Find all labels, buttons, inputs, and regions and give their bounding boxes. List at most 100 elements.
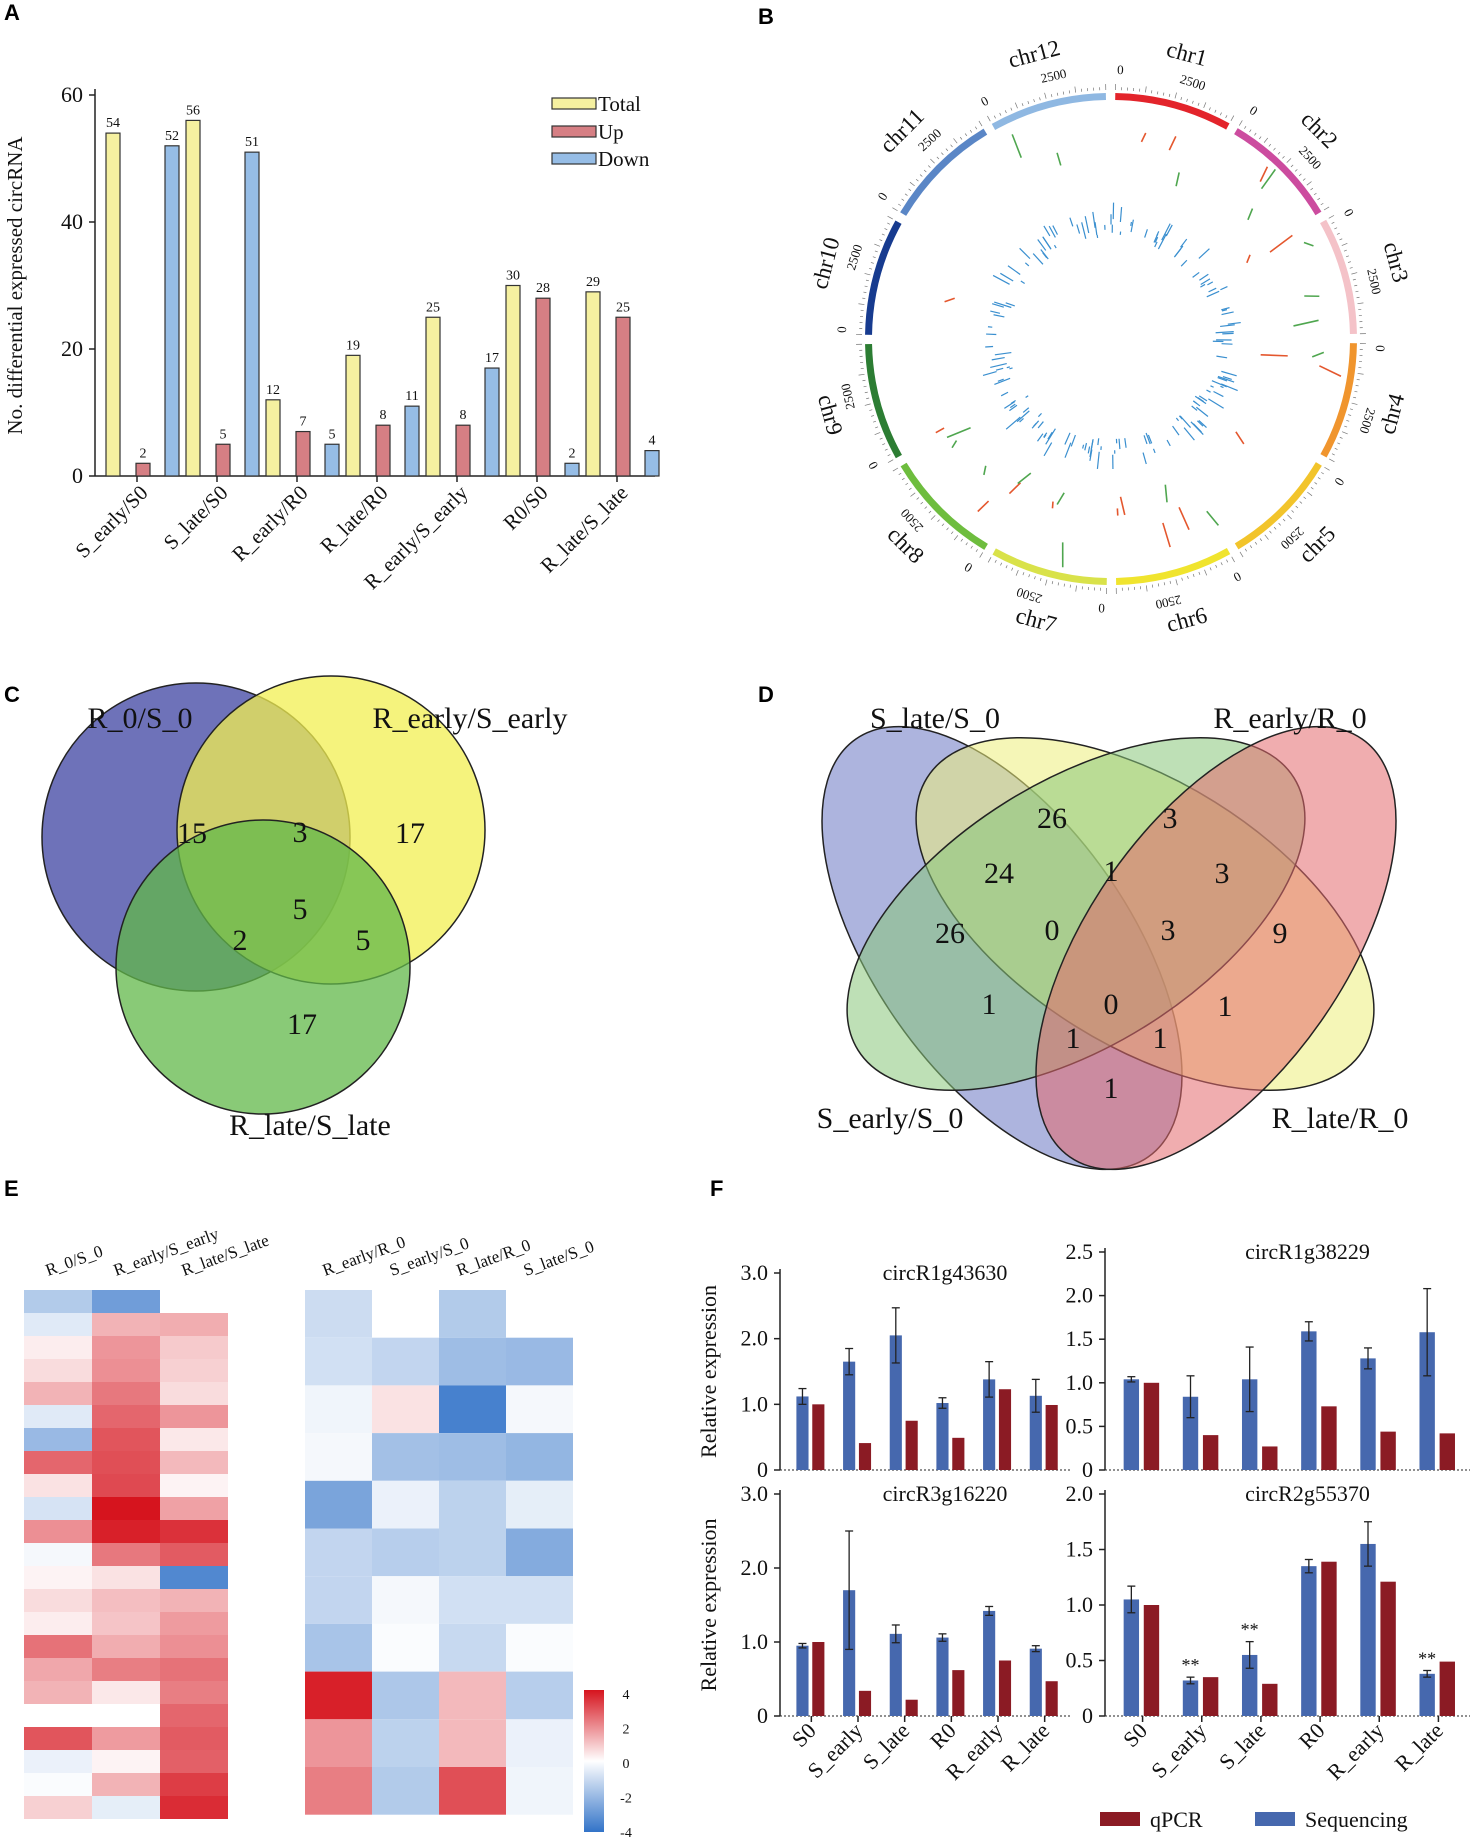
f-bar-sequencing bbox=[1301, 1331, 1317, 1470]
b-tick bbox=[1230, 115, 1235, 121]
e-right-heatmap-cell bbox=[506, 1623, 573, 1672]
e-left-heatmap-cell bbox=[92, 1681, 160, 1704]
f-y-tick-label: 0 bbox=[1082, 1703, 1093, 1728]
c-venn-set bbox=[115, 819, 411, 1115]
b-tick bbox=[964, 133, 968, 137]
b-tick bbox=[1324, 466, 1330, 471]
b-inner-mark bbox=[1037, 239, 1047, 251]
e-left-heatmap-cell bbox=[160, 1635, 228, 1658]
f-legend-swatch-sequencing bbox=[1255, 1812, 1295, 1826]
b-tick bbox=[950, 144, 953, 148]
b-tick bbox=[1334, 447, 1338, 450]
f-bar-qpcr bbox=[1439, 1433, 1455, 1470]
f-bar-qpcr bbox=[952, 1437, 965, 1470]
f-bar-qpcr bbox=[1321, 1406, 1337, 1470]
b-tick bbox=[1269, 530, 1272, 534]
b-tick bbox=[945, 148, 949, 152]
b-tick bbox=[869, 409, 873, 411]
e-right-heatmap-cell bbox=[439, 1719, 506, 1767]
b-inner-mark bbox=[1070, 434, 1076, 447]
e-left-heatmap-cell bbox=[24, 1635, 92, 1658]
e-right-heatmap-cell bbox=[506, 1337, 573, 1386]
b-tick bbox=[1022, 572, 1025, 576]
b-inner-mark bbox=[1198, 420, 1207, 429]
d-venn-region-count: 26 bbox=[1037, 802, 1067, 835]
b-inner-mark bbox=[1213, 390, 1224, 398]
b-tick bbox=[1039, 97, 1041, 101]
e-left-heatmap-cell bbox=[24, 1313, 92, 1336]
b-tick bbox=[1157, 583, 1160, 587]
e-left-heatmap-cell bbox=[160, 1313, 228, 1336]
f-y-tick-label: 1.5 bbox=[1066, 1537, 1094, 1562]
f-x-tick-label: R0 bbox=[1294, 1718, 1330, 1754]
b-inner-mark bbox=[1161, 223, 1171, 241]
e-left-heatmap-cell bbox=[92, 1796, 160, 1819]
b-tick bbox=[941, 523, 945, 527]
b-inner-mark bbox=[1154, 241, 1158, 248]
a-bar-value: 8 bbox=[460, 408, 467, 423]
b-chromosome-arc bbox=[1320, 219, 1357, 334]
a-y-tick-label: 40 bbox=[61, 209, 83, 234]
b-inner-mark bbox=[1190, 421, 1204, 435]
b-tick bbox=[1259, 136, 1262, 140]
b-inner-mark bbox=[1024, 262, 1030, 267]
f-bar-sequencing bbox=[1123, 1599, 1140, 1716]
f-bar-qpcr bbox=[998, 1389, 1012, 1470]
b-tick bbox=[904, 193, 908, 196]
b-tick-label: 2500 bbox=[1364, 267, 1384, 296]
f-x-tick-label: R_early bbox=[1322, 1718, 1389, 1785]
e-left-heatmap-cell bbox=[24, 1405, 92, 1428]
e-right-heatmap-cell bbox=[372, 1623, 439, 1672]
e-left-heatmap-cell bbox=[160, 1658, 228, 1681]
b-tick bbox=[898, 472, 902, 476]
b-tick bbox=[987, 557, 992, 563]
b-inner-mark bbox=[1220, 383, 1238, 392]
e-left-heatmap-cell bbox=[24, 1658, 92, 1681]
e-right-heatmap-cell bbox=[506, 1290, 573, 1338]
b-tick bbox=[979, 552, 984, 558]
c-venn-region-count: 5 bbox=[356, 924, 371, 957]
b-tick bbox=[887, 215, 893, 220]
b-inner-mark bbox=[1200, 278, 1211, 285]
b-inner-mark bbox=[1037, 412, 1042, 418]
b-chromosome-arc bbox=[992, 548, 1107, 585]
b-tick bbox=[1346, 420, 1350, 422]
b-tick bbox=[1039, 577, 1042, 581]
a-bar-value: 7 bbox=[300, 415, 307, 430]
b-tick bbox=[892, 467, 899, 472]
b-tick bbox=[1259, 538, 1263, 542]
b-tick-label: 0 bbox=[1331, 475, 1347, 488]
b-tick bbox=[875, 426, 879, 429]
b-inner-mark bbox=[1042, 252, 1048, 259]
b-track-mark bbox=[1303, 241, 1314, 247]
e-right-heatmap-cell bbox=[439, 1337, 506, 1386]
f-y-tick-label: 0.5 bbox=[1066, 1413, 1094, 1438]
b-tick-label: 2500 bbox=[1154, 592, 1183, 612]
f-bar-qpcr bbox=[1045, 1404, 1058, 1470]
e-left-heatmap-cell bbox=[24, 1497, 92, 1520]
b-track-mark bbox=[1246, 254, 1251, 264]
b-tick bbox=[863, 385, 867, 388]
f-y-tick-label: 3.0 bbox=[741, 1481, 769, 1506]
f-bar-sequencing bbox=[796, 1396, 809, 1470]
b-tick bbox=[999, 112, 1002, 116]
c-venn-set-label: R_0/S_0 bbox=[87, 702, 192, 735]
b-inner-mark bbox=[995, 367, 1004, 371]
b-tick bbox=[1357, 302, 1364, 305]
f-y-tick-label: 1.0 bbox=[1066, 1592, 1094, 1617]
b-tick bbox=[1162, 92, 1165, 96]
b-tick bbox=[1321, 472, 1324, 475]
b-tick bbox=[1050, 94, 1053, 98]
a-y-axis-title: No. differential expressed circRNA bbox=[3, 136, 27, 435]
b-inner-mark bbox=[1143, 435, 1148, 445]
b-tick bbox=[930, 515, 936, 520]
b-inner-mark bbox=[1022, 407, 1030, 413]
a-bar-total bbox=[185, 119, 201, 477]
panel-e-label: E bbox=[4, 1176, 19, 1201]
a-x-tick-label: R_late/R0 bbox=[315, 481, 392, 558]
b-inner-mark bbox=[1221, 307, 1230, 311]
f-bar-sequencing bbox=[1029, 1395, 1042, 1470]
e-scale-tick-label: 2 bbox=[623, 1723, 630, 1738]
b-track-mark bbox=[1235, 431, 1245, 445]
b-tick bbox=[1075, 585, 1077, 592]
